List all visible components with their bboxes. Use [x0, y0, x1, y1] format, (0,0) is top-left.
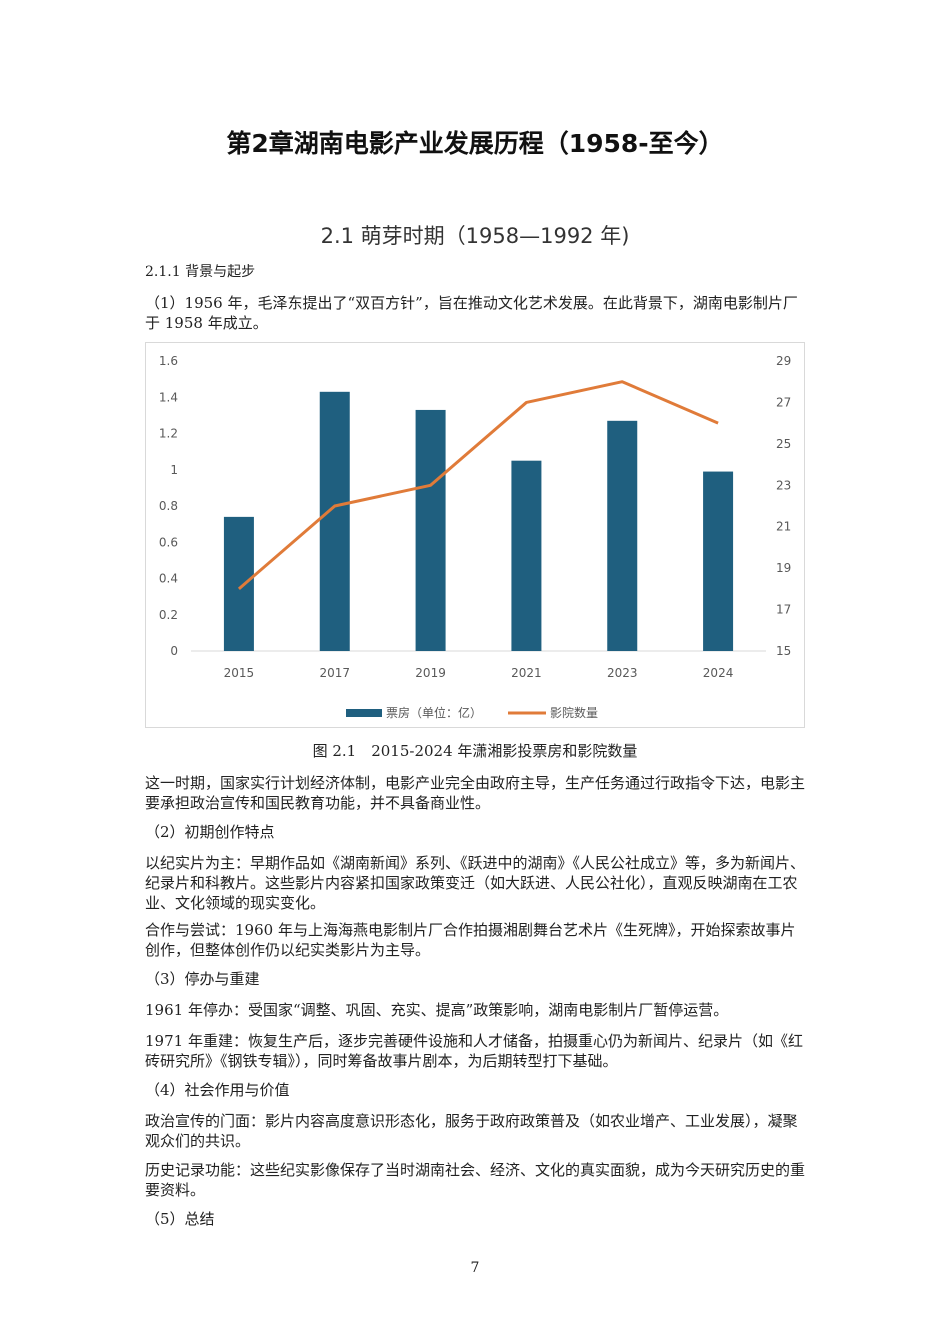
y-left-tick-label: 0.8 [159, 499, 178, 513]
figure-chart: 0 0.2 0.4 0.6 0.8 1 1.2 1.4 1.6 15 17 19 21 23 25 27 29 2… [145, 342, 805, 728]
paragraph-7: 政治宣传的门面：影片内容高度意识形态化，服务于政府政策普及（如农业增产、工业发展… [145, 1112, 798, 1150]
paragraph-1: （1）1956 年，毛泽东提出了“双百方针”，旨在推动文化艺术发展。在此背景下，… [145, 294, 798, 332]
paragraph-4: 合作与尝试：1960 年与上海海燕电影制片厂合作拍摄湘剧舞台艺术片《生死牌》，开… [145, 921, 796, 959]
line-series-cinemas [237, 380, 719, 590]
y-right-tick-label: 25 [776, 437, 791, 451]
y-left-tick-label: 1.4 [159, 390, 178, 404]
x-tick-label: 2015 [224, 666, 255, 680]
bar-2021 [511, 460, 542, 651]
paragraph-5: 1961 年停办：受国家“调整、巩固、充实、提高”政策影响，湖南电影制片厂暂停运… [145, 1001, 729, 1019]
paragraph-8: 历史记录功能：这些纪实影像保存了当时湖南社会、经济、文化的真实面貌，成为今天研究… [145, 1161, 806, 1199]
y-right-tick-label: 23 [776, 478, 791, 492]
y-left-tick-label: 0.4 [159, 572, 178, 586]
legend-label-cinemas: 影院数量 [550, 705, 598, 720]
x-tick-label: 2021 [511, 666, 542, 680]
heading-3: （3）停办与重建 [145, 970, 260, 988]
bar-2019 [415, 409, 446, 651]
heading-4: （4）社会作用与价值 [145, 1081, 290, 1099]
y-right-tick-label: 19 [776, 561, 791, 575]
y-right-tick-label: 15 [776, 644, 791, 658]
legend-label-boxoffice: 票房（单位：亿） [386, 705, 482, 720]
y-right-tick-label: 21 [776, 520, 791, 534]
heading-2: （2）初期创作特点 [145, 823, 275, 841]
chapter-title: 第2章湖南电影产业发展历程（1958-至今） [226, 129, 724, 158]
combo-chart: 0 0.2 0.4 0.6 0.8 1 1.2 1.4 1.6 15 17 19 21 23 25 27 29 2… [159, 354, 791, 720]
y-left-tick-label: 0 [170, 644, 178, 658]
x-tick-label: 2017 [319, 666, 350, 680]
y-left-tick-label: 1.6 [159, 354, 178, 368]
x-tick-label: 2024 [703, 666, 734, 680]
y-left-tick-label: 1 [170, 463, 178, 477]
paragraph-6: 1971 年重建：恢复生产后，逐步完善硬件设施和人才储备，拍摄重心仍为新闻片、纪… [145, 1032, 803, 1070]
y-right-tick-label: 29 [776, 354, 791, 368]
y-right-tick-label: 17 [776, 603, 791, 617]
page-number: 7 [470, 1260, 480, 1276]
paragraph-2: 这一时期，国家实行计划经济体制，电影产业完全由政府主导，生产任务通过行政指令下达… [145, 774, 806, 812]
y-left-tick-label: 1.2 [159, 427, 178, 441]
y-right-tick-label: 27 [776, 395, 791, 409]
x-tick-label: 2019 [415, 666, 446, 680]
bar-2017 [319, 391, 350, 651]
figure-caption: 图 2.1 2015-2024 年潇湘影投票房和影院数量 [312, 742, 638, 760]
legend-swatch-boxoffice [346, 709, 382, 717]
heading-5: （5）总结 [145, 1210, 215, 1228]
y-left-tick-label: 0.2 [159, 608, 178, 622]
subsection-heading: 2.1.1 背景与起步 [145, 264, 256, 280]
bar-2023 [607, 420, 638, 651]
x-tick-label: 2023 [607, 666, 638, 680]
bar-2024 [703, 471, 734, 651]
paragraph-3: 以纪实片为主：早期作品如《湖南新闻》系列、《跃进中的湖南》《人民公社成立》等，多… [145, 854, 806, 912]
y-left-tick-label: 0.6 [159, 535, 178, 549]
section-title: 2.1 萌芽时期（1958—1992 年) [320, 224, 630, 248]
bar-2015 [223, 516, 254, 651]
